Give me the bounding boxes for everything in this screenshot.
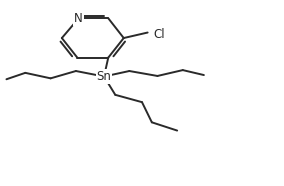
Text: Sn: Sn [97, 70, 112, 83]
Text: N: N [74, 12, 83, 25]
Text: Cl: Cl [153, 28, 165, 41]
